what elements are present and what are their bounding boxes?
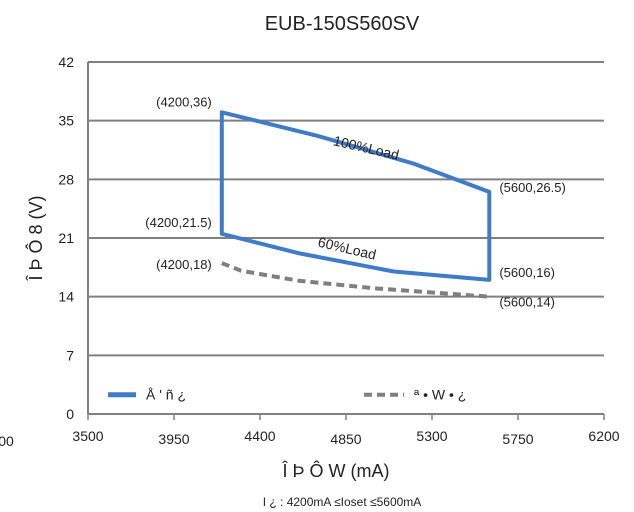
y-tick-label: 42 [58,54,74,70]
x-tick-label: 3950 [158,431,189,447]
y-tick-label: 35 [58,113,74,129]
series-line-solid [219,110,492,282]
curve-label: 100%Load [332,132,401,163]
y-tick-label: 28 [58,171,74,187]
x-axis-label: Î Þ Ô W (mA) [282,460,390,481]
point-annotation: (5600,26.5) [499,180,566,195]
y-ticks: 0 7 14 21 28 35 42 [58,54,74,422]
point-annotation: (4200,36) [156,94,212,109]
point-annotation: (4200,18) [156,257,212,272]
point-annotation: (4200,21.5) [145,215,212,230]
chart-title: EUB-150S560SV [265,13,420,35]
x-tick-label: 5750 [502,431,533,447]
footnote: I ¿ : 4200mA ≤Ioset ≤5600mA [263,495,422,509]
x-tick-label: 6200 [588,428,619,444]
extra-tick-label: 00 [0,433,14,449]
legend: Å ' ñ ¿ ª • W • ¿ [108,387,466,403]
legend-label-solid: Å ' ñ ¿ [146,387,186,403]
y-axis-label: Î Þ Ô 8 (V) [25,195,46,281]
annotations: (4200,36) (4200,21.5) (4200,18) (5600,26.5)… [145,94,566,309]
x-tick-label: 4850 [330,431,361,447]
point-annotation: (5600,16) [499,265,555,280]
y-tick-label: 0 [66,406,74,422]
y-tick-label: 14 [58,289,74,305]
y-tick-label: 7 [66,347,74,363]
x-tick-label: 3500 [72,428,103,444]
x-tick-label: 5300 [416,428,447,444]
series [219,110,492,299]
series-line-dashed [221,261,490,299]
point-annotation: (5600,14) [499,295,555,310]
legend-label-dashed: ª • W • ¿ [414,387,466,403]
x-tick-label: 4400 [244,428,275,444]
y-tick-label: 21 [58,230,74,246]
x-ticks: 3500 3950 4400 4850 5300 5750 6200 [72,414,620,447]
grid [88,61,604,357]
